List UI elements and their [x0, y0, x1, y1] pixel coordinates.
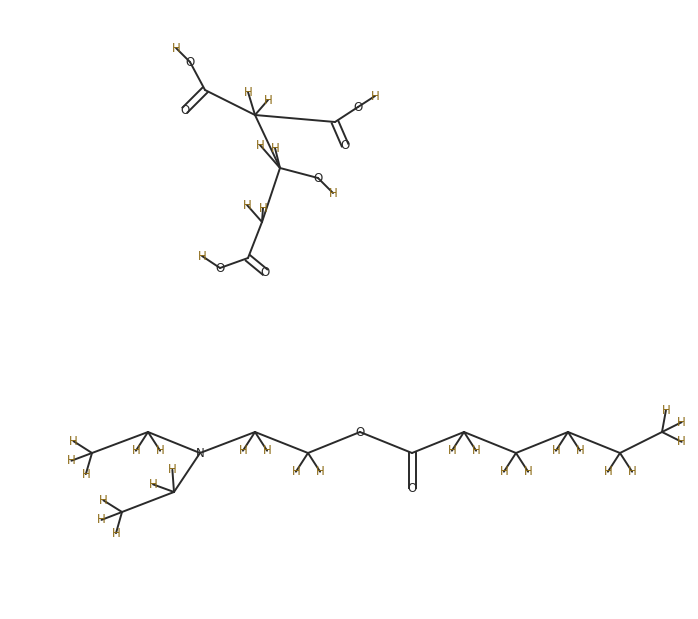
Text: O: O [355, 425, 364, 438]
Text: H: H [243, 199, 251, 212]
Text: H: H [371, 90, 380, 103]
Text: H: H [149, 478, 158, 491]
Text: O: O [180, 103, 190, 116]
Text: H: H [677, 435, 686, 448]
Text: H: H [551, 444, 560, 457]
Text: H: H [131, 444, 140, 457]
Text: O: O [408, 482, 417, 495]
Text: N: N [195, 446, 205, 459]
Text: H: H [628, 465, 637, 478]
Text: H: H [99, 494, 107, 507]
Text: H: H [198, 249, 207, 262]
Text: H: H [259, 202, 267, 215]
Text: H: H [67, 454, 76, 467]
Text: H: H [168, 463, 177, 476]
Text: H: H [677, 416, 686, 429]
Text: H: H [447, 444, 456, 457]
Text: H: H [271, 142, 279, 155]
Text: O: O [260, 266, 269, 279]
Text: H: H [576, 444, 584, 457]
Text: H: H [97, 513, 106, 526]
Text: O: O [313, 171, 322, 184]
Text: H: H [244, 85, 253, 98]
Text: O: O [353, 100, 363, 113]
Text: H: H [172, 41, 180, 54]
Text: H: H [264, 93, 272, 106]
Text: H: H [662, 404, 670, 417]
Text: H: H [329, 186, 337, 199]
Text: H: H [604, 465, 612, 478]
Text: H: H [156, 444, 165, 457]
Text: H: H [292, 465, 300, 478]
Text: H: H [82, 467, 90, 480]
Text: H: H [315, 465, 325, 478]
Text: H: H [262, 444, 272, 457]
Text: O: O [341, 139, 350, 152]
Text: H: H [500, 465, 508, 478]
Text: H: H [239, 444, 247, 457]
Text: H: H [472, 444, 480, 457]
Text: H: H [112, 527, 120, 540]
Text: H: H [69, 435, 78, 448]
Text: H: H [255, 139, 265, 152]
Text: H: H [524, 465, 533, 478]
Text: O: O [186, 56, 195, 69]
Text: O: O [216, 261, 225, 274]
